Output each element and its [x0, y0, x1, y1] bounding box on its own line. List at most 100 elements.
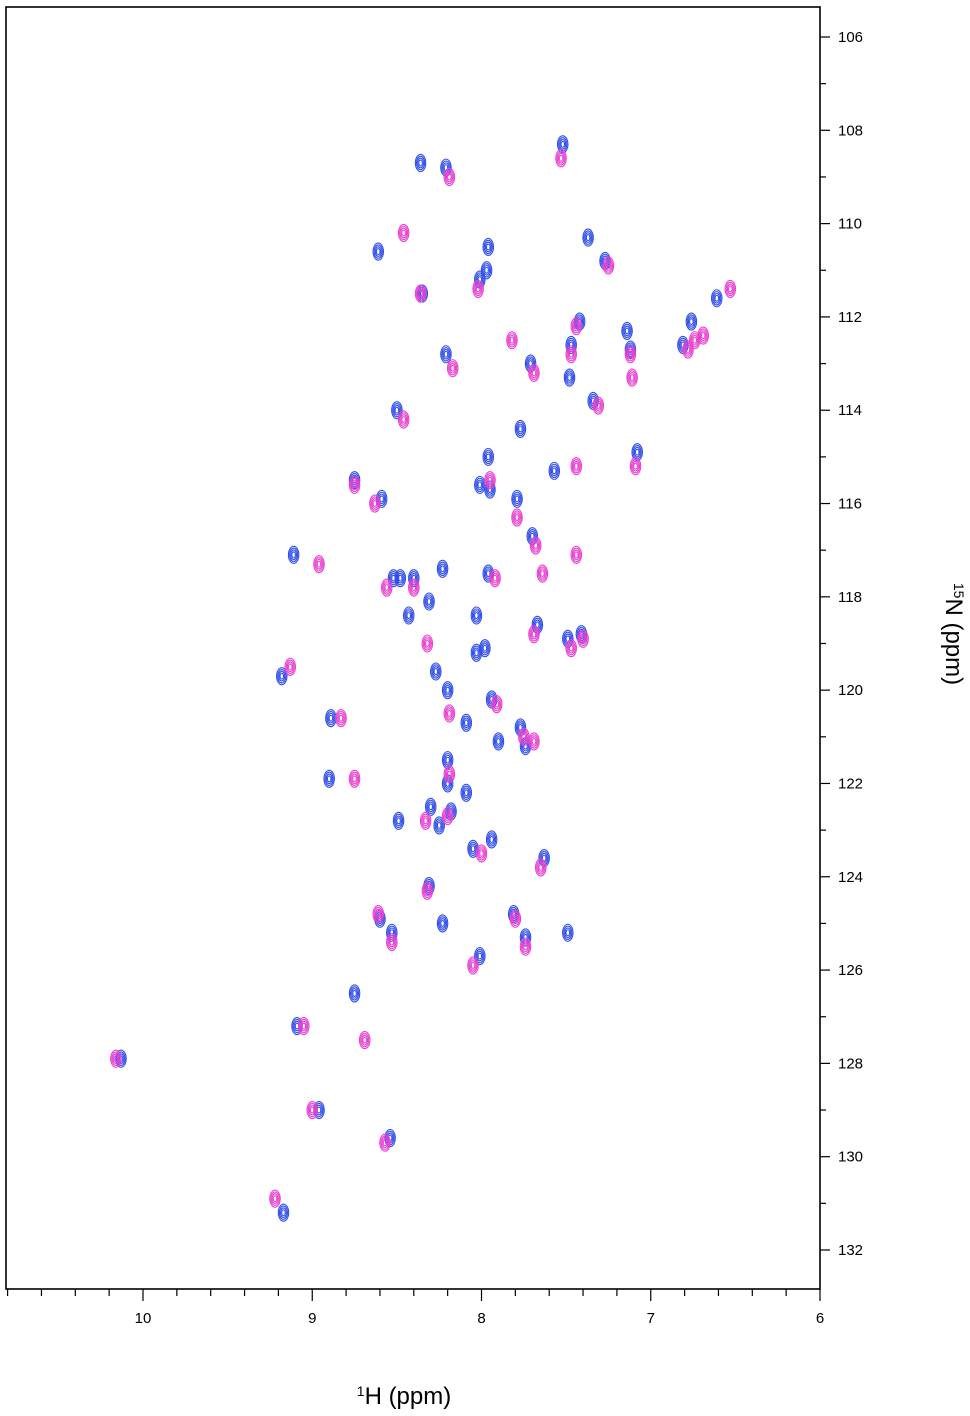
- peak-contour: [443, 704, 456, 723]
- contour-ring: [439, 918, 447, 929]
- contour-ring: [623, 325, 631, 337]
- contour-ring: [386, 933, 398, 952]
- contour-ring: [472, 610, 480, 621]
- contour-ring: [512, 491, 522, 507]
- contour-ring: [566, 372, 573, 383]
- contour-ring: [510, 911, 520, 926]
- contour-ring: [509, 336, 515, 344]
- contour-ring: [443, 765, 456, 784]
- contour-ring: [443, 682, 453, 698]
- contour-ring: [698, 328, 708, 343]
- peak-contour: [592, 396, 605, 415]
- y-tick-label: 106: [838, 29, 863, 46]
- peak-contour: [536, 564, 549, 583]
- contour-ring: [445, 812, 450, 820]
- contour-ring: [538, 568, 546, 579]
- contour-ring: [487, 832, 497, 847]
- contour-ring: [448, 361, 458, 376]
- peak-contour: [511, 508, 523, 527]
- contour-ring: [603, 258, 614, 273]
- contour-ring: [410, 582, 418, 593]
- contour-ring: [692, 336, 698, 344]
- contour-ring: [476, 479, 484, 491]
- contour-ring: [567, 642, 575, 654]
- contour-ring: [423, 817, 428, 825]
- contour-ring: [380, 578, 393, 597]
- contour-ring: [433, 668, 439, 675]
- peak-contour: [397, 223, 410, 242]
- contour-ring: [583, 230, 593, 245]
- contour-ring: [711, 289, 723, 308]
- contour-ring: [447, 173, 452, 181]
- peak-contour: [485, 830, 498, 849]
- contour-ring: [481, 642, 489, 654]
- contour-ring: [482, 447, 495, 466]
- contour-ring: [441, 807, 454, 826]
- contour-ring: [685, 346, 691, 354]
- peak-contour: [386, 933, 398, 952]
- peak-contour: [480, 261, 493, 280]
- contour-ring: [629, 374, 635, 382]
- peak-contour: [514, 419, 527, 438]
- contour-ring: [337, 712, 345, 724]
- peak-contour: [436, 559, 449, 578]
- peak-contour: [348, 769, 361, 788]
- contour-ring: [418, 159, 423, 167]
- contour-ring: [530, 367, 538, 379]
- contour-ring: [436, 559, 449, 578]
- contour-ring: [621, 321, 633, 340]
- y-tick-label: 124: [838, 869, 863, 886]
- peak-contour: [711, 289, 723, 308]
- contour-ring: [468, 958, 478, 973]
- peak-contour: [518, 727, 530, 746]
- contour-ring: [632, 460, 639, 472]
- peak-contour: [460, 713, 473, 732]
- peak-contour: [562, 923, 574, 942]
- peak-contour: [408, 578, 420, 597]
- contour-ring: [570, 317, 583, 336]
- contour-ring: [437, 916, 448, 931]
- contour-ring: [415, 286, 426, 301]
- contour-ring: [417, 288, 425, 299]
- contour-ring: [375, 910, 381, 918]
- contour-ring: [423, 592, 435, 611]
- contour-ring: [578, 631, 588, 647]
- contour-ring: [449, 362, 457, 374]
- contour-ring: [397, 223, 410, 242]
- peak-contour: [335, 709, 347, 728]
- peak-contour: [358, 1031, 371, 1050]
- contour-ring: [389, 938, 395, 946]
- contour-ring: [571, 319, 581, 334]
- x-tick-label: 8: [477, 1310, 485, 1327]
- contour-ring: [348, 769, 361, 788]
- contour-ring: [573, 462, 579, 470]
- y-tick-label: 110: [838, 216, 862, 233]
- contour-ring: [386, 923, 398, 942]
- contour-ring: [404, 608, 414, 623]
- contour-ring: [463, 719, 469, 727]
- contour-ring: [445, 171, 453, 183]
- peak-contour: [697, 326, 709, 345]
- peak-contour: [325, 709, 337, 728]
- contour-ring: [624, 340, 637, 359]
- contour-ring: [325, 773, 333, 785]
- contour-ring: [523, 933, 528, 941]
- contour-ring: [534, 858, 547, 877]
- contour-ring: [280, 1207, 287, 1218]
- contour-ring: [284, 657, 296, 676]
- contour-ring: [529, 626, 539, 642]
- contour-ring: [300, 1020, 308, 1032]
- contour-ring: [441, 681, 454, 700]
- contour-ring: [437, 561, 448, 577]
- contour-ring: [397, 574, 403, 582]
- contour-ring: [369, 494, 381, 513]
- contour-ring: [462, 787, 470, 799]
- contour-ring: [531, 538, 541, 553]
- contour-ring: [568, 350, 574, 358]
- contour-ring: [277, 1203, 290, 1222]
- contour-ring: [726, 283, 734, 295]
- contour-ring: [278, 670, 286, 682]
- contour-ring: [351, 773, 359, 785]
- peak-contour: [570, 317, 583, 336]
- peak-contour: [446, 359, 459, 378]
